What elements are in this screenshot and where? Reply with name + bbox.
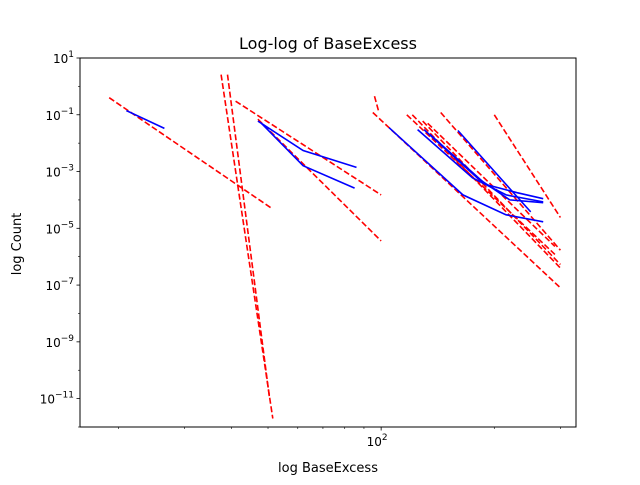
- data-line-14: [257, 120, 357, 169]
- x-tick-base-0: 10: [367, 435, 382, 449]
- y-tick-base-4: 10: [45, 279, 60, 293]
- x-axis-label: log BaseExcess: [278, 461, 378, 476]
- x-tick-label-0: 102: [367, 433, 388, 449]
- fit-line-10: [440, 111, 562, 251]
- y-tick-exp-1: −1: [61, 107, 74, 117]
- fit-line-9: [422, 120, 561, 266]
- y-tick-label-0: 101: [53, 50, 74, 66]
- y-tick-label-5: 10−9: [45, 334, 74, 350]
- y-tick-base-5: 10: [45, 336, 60, 350]
- y-tick-label-3: 10−5: [45, 220, 74, 236]
- y-tick-base-2: 10: [45, 166, 60, 180]
- y-tick-base-0: 10: [53, 52, 68, 66]
- fit-line-5: [373, 95, 380, 112]
- fit-line-0: [108, 97, 272, 209]
- y-axis-label: log Count: [10, 213, 25, 276]
- y-tick-label-2: 10−3: [45, 164, 74, 180]
- y-tick-exp-0: 1: [68, 50, 74, 60]
- fit-line-3: [235, 100, 382, 196]
- fit-line-1: [220, 74, 274, 419]
- series-group: [108, 74, 562, 419]
- y-tick-label-1: 10−1: [45, 107, 74, 123]
- y-tick-exp-4: −7: [61, 277, 74, 287]
- y-tick-exp-6: −11: [55, 391, 74, 401]
- data-line-19: [429, 134, 544, 200]
- data-line-16: [388, 127, 544, 223]
- y-tick-base-1: 10: [45, 109, 60, 123]
- y-tick-base-3: 10: [45, 222, 60, 236]
- chart-title: Log-log of BaseExcess: [239, 34, 417, 53]
- data-line-15: [260, 122, 355, 189]
- data-line-13: [126, 109, 165, 130]
- x-tick-exp-0: 2: [382, 433, 388, 443]
- y-tick-base-6: 10: [40, 393, 55, 407]
- y-tick-label-4: 10−7: [45, 277, 74, 293]
- y-tick-exp-5: −9: [61, 334, 75, 344]
- y-tick-label-6: 10−11: [40, 391, 74, 407]
- data-line-20: [457, 129, 532, 213]
- fit-line-11: [427, 122, 556, 247]
- y-tick-exp-3: −5: [61, 220, 74, 230]
- fit-line-12: [493, 114, 562, 218]
- y-tick-exp-2: −3: [61, 164, 74, 174]
- fit-line-2: [226, 74, 271, 399]
- plot-frame: [79, 57, 577, 428]
